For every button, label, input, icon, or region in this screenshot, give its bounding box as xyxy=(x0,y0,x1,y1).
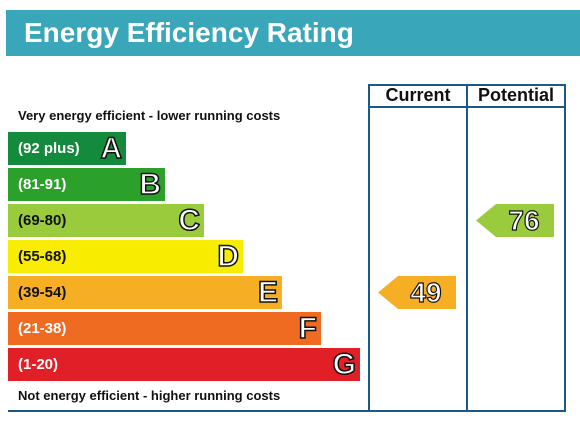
band-range-label: (92 plus) xyxy=(18,140,80,157)
band-letter: B xyxy=(139,167,162,202)
band-a: (92 plus) A xyxy=(8,131,126,166)
bottom-note: Not energy efficient - higher running co… xyxy=(18,388,281,403)
current-column-left-line xyxy=(368,84,370,412)
potential-column-right-line xyxy=(564,84,566,412)
band-range-label: (1-20) xyxy=(18,356,59,373)
frame-bottom-line xyxy=(8,410,566,412)
band-range-label: (39-54) xyxy=(18,284,67,301)
potential-rating-arrow: 76 xyxy=(476,204,554,237)
band-letter: E xyxy=(257,275,279,310)
band-d: (55-68) D xyxy=(8,239,243,274)
band-letter: G xyxy=(332,347,357,382)
band-range-label: (69-80) xyxy=(18,212,67,229)
band-letter: F xyxy=(298,311,318,346)
band-letter: A xyxy=(100,131,123,166)
potential-arrow-shape xyxy=(476,204,554,237)
current-rating-value: 49 xyxy=(410,276,442,308)
band-range-label: (81-91) xyxy=(18,176,67,193)
band-letter: C xyxy=(178,203,201,238)
current-column-header: Current xyxy=(385,85,451,105)
band-range-label: (55-68) xyxy=(18,248,67,265)
top-note: Very energy efficient - lower running co… xyxy=(18,108,281,123)
band-range-label: (21-38) xyxy=(18,320,67,337)
band-b: (81-91) B xyxy=(8,167,165,202)
current-rating-arrow: 49 xyxy=(378,276,456,309)
current-column-right-line xyxy=(466,84,468,412)
band-g: (1-20) G xyxy=(8,347,360,382)
current-arrow-shape xyxy=(378,276,456,309)
band-letter: D xyxy=(217,239,240,274)
potential-column-header: Potential xyxy=(477,85,554,105)
potential-rating-value: 76 xyxy=(508,204,540,236)
header-bar: Energy Efficiency Rating xyxy=(6,10,580,56)
band-c: (69-80) C xyxy=(8,203,204,238)
band-e: (39-54) E xyxy=(8,275,282,310)
page-title: Energy Efficiency Rating xyxy=(24,17,354,48)
band-f: (21-38) F xyxy=(8,311,321,346)
